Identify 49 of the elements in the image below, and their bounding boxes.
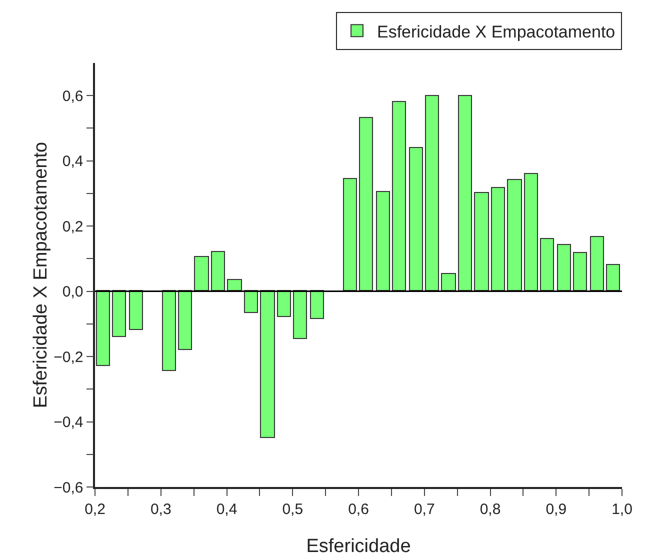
x-tick-label: 0,6: [348, 500, 369, 518]
bar: [540, 238, 554, 291]
y-tick-label: −0,4: [54, 414, 84, 432]
y-tick-label: 0,6: [62, 88, 84, 105]
legend-label: Esfericidade X Empacotamento: [377, 22, 616, 42]
x-tick-label: 0,2: [84, 500, 106, 518]
bar: [227, 279, 242, 291]
bar: [376, 191, 390, 291]
bar: [606, 264, 620, 291]
x-tick-label: 0,4: [216, 500, 238, 518]
bar: [425, 95, 439, 291]
bar: [178, 290, 192, 350]
bar: [162, 290, 176, 371]
bar: [491, 187, 505, 291]
bar: [392, 101, 406, 291]
x-axis-title: Esfericidade: [306, 536, 411, 557]
bar: [194, 256, 209, 291]
x-tick-label: 1,0: [612, 500, 632, 518]
bar: [112, 290, 126, 337]
bar: [458, 95, 472, 291]
x-tick-label: 0,8: [480, 500, 501, 518]
bar: [409, 147, 423, 291]
y-tick-label: 0,0: [62, 284, 84, 301]
bar: [244, 290, 258, 313]
y-tick-label: 0,2: [62, 218, 84, 236]
bar: [590, 236, 604, 291]
bar: [524, 173, 538, 291]
bar: [573, 252, 587, 291]
x-tick-label: 0,3: [150, 500, 172, 518]
bar: [211, 251, 225, 291]
bar: [277, 290, 291, 317]
bar: [507, 179, 522, 291]
x-tick-label: 0,7: [414, 500, 435, 518]
bar: [343, 178, 357, 291]
bar: [474, 192, 489, 291]
bar: [557, 244, 571, 291]
bar: [293, 290, 307, 339]
bar: [260, 290, 275, 438]
y-tick-label: −0,2: [54, 348, 84, 366]
y-axis-title: Esfericidade X Empacotamento: [30, 142, 52, 408]
bar: [96, 290, 110, 366]
y-tick-label: −0,6: [54, 479, 84, 496]
bar: [310, 290, 324, 319]
bar: [129, 290, 143, 330]
y-tick-label: 0,4: [62, 153, 84, 170]
x-tick-label: 0,9: [546, 500, 567, 518]
bar: [441, 273, 456, 291]
bar: [359, 117, 373, 291]
x-tick-label: 0,5: [282, 500, 304, 518]
